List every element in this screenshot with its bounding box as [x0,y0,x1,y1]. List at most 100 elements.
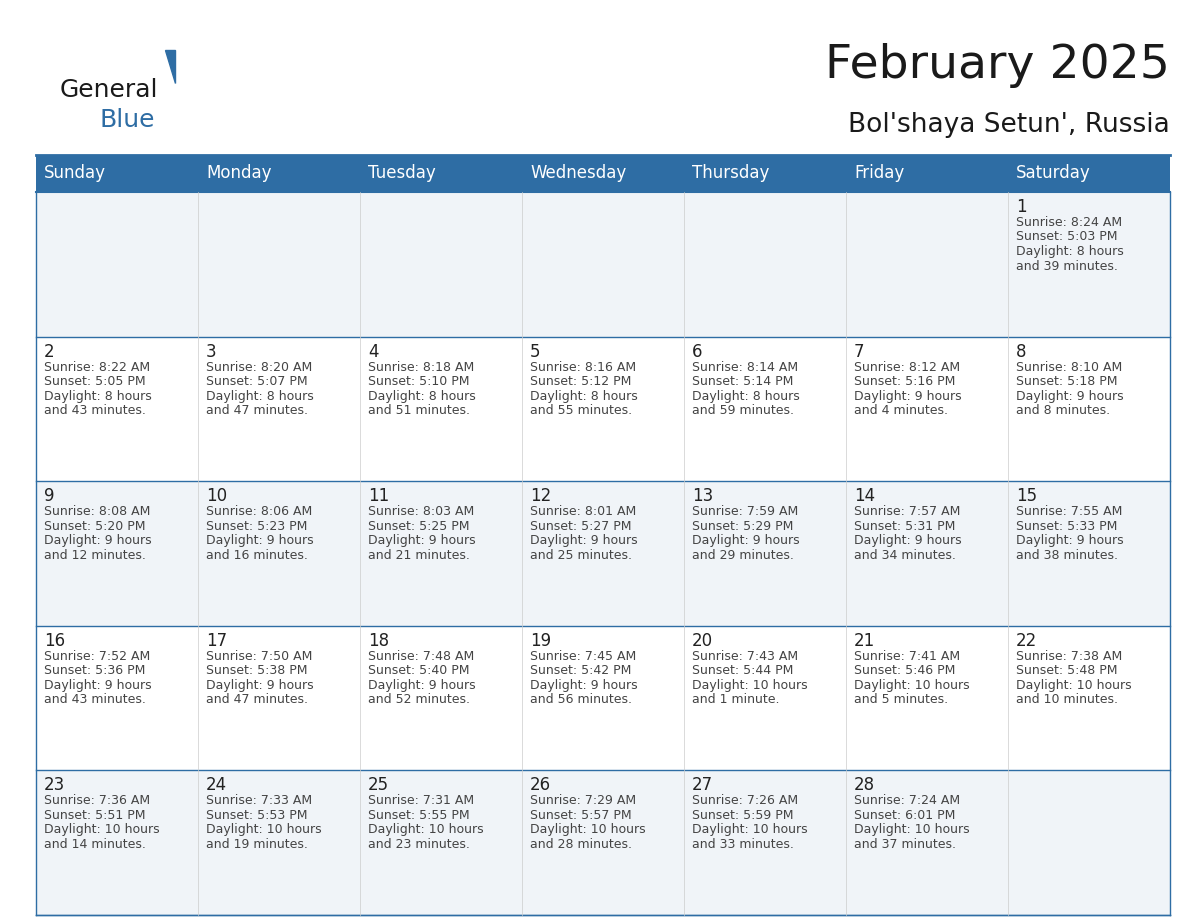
Text: Daylight: 9 hours: Daylight: 9 hours [530,678,638,692]
Text: Sunset: 5:03 PM: Sunset: 5:03 PM [1016,230,1118,243]
Text: Sunset: 5:12 PM: Sunset: 5:12 PM [530,375,631,388]
Text: Sunrise: 8:08 AM: Sunrise: 8:08 AM [44,505,151,518]
Text: Daylight: 9 hours: Daylight: 9 hours [368,534,475,547]
Text: and 51 minutes.: and 51 minutes. [368,404,470,417]
Text: Daylight: 9 hours: Daylight: 9 hours [854,534,961,547]
Text: Sunrise: 7:36 AM: Sunrise: 7:36 AM [44,794,150,808]
Bar [36,770,1170,915]
Text: Sunrise: 8:01 AM: Sunrise: 8:01 AM [530,505,637,518]
Text: Sunset: 5:40 PM: Sunset: 5:40 PM [368,665,469,677]
Bar [36,337,1170,481]
Text: 17: 17 [206,632,227,650]
Text: Sunset: 5:05 PM: Sunset: 5:05 PM [44,375,146,388]
Text: 27: 27 [691,777,713,794]
Text: Sunrise: 7:29 AM: Sunrise: 7:29 AM [530,794,636,808]
Text: Sunset: 5:46 PM: Sunset: 5:46 PM [854,665,955,677]
Text: Sunrise: 8:06 AM: Sunrise: 8:06 AM [206,505,312,518]
Text: Sunrise: 8:22 AM: Sunrise: 8:22 AM [44,361,150,374]
Bar [36,626,1170,770]
Text: Sunrise: 7:31 AM: Sunrise: 7:31 AM [368,794,474,808]
Text: Thursday: Thursday [691,164,770,183]
Text: and 37 minutes.: and 37 minutes. [854,838,956,851]
Text: and 16 minutes.: and 16 minutes. [206,549,308,562]
Text: Sunrise: 7:26 AM: Sunrise: 7:26 AM [691,794,798,808]
Text: Sunset: 5:25 PM: Sunset: 5:25 PM [368,520,469,532]
Text: Sunrise: 7:59 AM: Sunrise: 7:59 AM [691,505,798,518]
Text: Sunset: 5:57 PM: Sunset: 5:57 PM [530,809,632,822]
Text: Daylight: 10 hours: Daylight: 10 hours [368,823,484,836]
Text: and 55 minutes.: and 55 minutes. [530,404,632,417]
Text: Sunday: Sunday [44,164,106,183]
Text: Sunrise: 7:41 AM: Sunrise: 7:41 AM [854,650,960,663]
Text: Sunrise: 8:03 AM: Sunrise: 8:03 AM [368,505,474,518]
Text: 24: 24 [206,777,227,794]
Text: Sunset: 5:53 PM: Sunset: 5:53 PM [206,809,308,822]
Text: Daylight: 9 hours: Daylight: 9 hours [1016,534,1124,547]
Text: Wednesday: Wednesday [530,164,626,183]
Text: Daylight: 10 hours: Daylight: 10 hours [691,678,808,692]
Text: and 4 minutes.: and 4 minutes. [854,404,948,417]
Polygon shape [165,50,175,83]
Text: 10: 10 [206,487,227,505]
Text: and 59 minutes.: and 59 minutes. [691,404,794,417]
Text: Sunrise: 8:10 AM: Sunrise: 8:10 AM [1016,361,1123,374]
Text: 13: 13 [691,487,713,505]
Bar [36,192,1170,337]
Text: Sunset: 5:07 PM: Sunset: 5:07 PM [206,375,308,388]
Text: and 10 minutes.: and 10 minutes. [1016,693,1118,706]
Text: 16: 16 [44,632,65,650]
Text: Sunrise: 7:48 AM: Sunrise: 7:48 AM [368,650,474,663]
Text: Sunset: 5:44 PM: Sunset: 5:44 PM [691,665,794,677]
Text: Sunrise: 7:55 AM: Sunrise: 7:55 AM [1016,505,1123,518]
Text: Sunrise: 8:12 AM: Sunrise: 8:12 AM [854,361,960,374]
Bar [36,155,1170,192]
Text: 26: 26 [530,777,551,794]
Text: Sunset: 5:18 PM: Sunset: 5:18 PM [1016,375,1118,388]
Text: Sunrise: 7:57 AM: Sunrise: 7:57 AM [854,505,960,518]
Text: and 33 minutes.: and 33 minutes. [691,838,794,851]
Text: 6: 6 [691,342,702,361]
Text: Daylight: 10 hours: Daylight: 10 hours [1016,678,1132,692]
Text: 1: 1 [1016,198,1026,216]
Text: and 19 minutes.: and 19 minutes. [206,838,308,851]
Text: Blue: Blue [100,108,156,132]
Text: 11: 11 [368,487,390,505]
Text: Daylight: 9 hours: Daylight: 9 hours [44,678,152,692]
Text: and 56 minutes.: and 56 minutes. [530,693,632,706]
Text: Daylight: 8 hours: Daylight: 8 hours [44,389,152,403]
Text: Sunset: 5:23 PM: Sunset: 5:23 PM [206,520,308,532]
Text: Sunset: 5:36 PM: Sunset: 5:36 PM [44,665,145,677]
Text: Daylight: 10 hours: Daylight: 10 hours [44,823,159,836]
Text: Sunrise: 8:14 AM: Sunrise: 8:14 AM [691,361,798,374]
Text: and 39 minutes.: and 39 minutes. [1016,260,1118,273]
Text: Daylight: 10 hours: Daylight: 10 hours [206,823,322,836]
Text: Sunrise: 8:24 AM: Sunrise: 8:24 AM [1016,216,1123,229]
Text: Sunset: 5:27 PM: Sunset: 5:27 PM [530,520,632,532]
Text: Sunrise: 7:33 AM: Sunrise: 7:33 AM [206,794,312,808]
Text: Daylight: 10 hours: Daylight: 10 hours [854,823,969,836]
Text: Sunset: 5:59 PM: Sunset: 5:59 PM [691,809,794,822]
Text: Sunrise: 7:52 AM: Sunrise: 7:52 AM [44,650,150,663]
Text: 4: 4 [368,342,379,361]
Text: Daylight: 8 hours: Daylight: 8 hours [530,389,638,403]
Text: and 47 minutes.: and 47 minutes. [206,693,308,706]
Text: and 47 minutes.: and 47 minutes. [206,404,308,417]
Text: Daylight: 10 hours: Daylight: 10 hours [854,678,969,692]
Text: Daylight: 9 hours: Daylight: 9 hours [691,534,800,547]
Text: Daylight: 9 hours: Daylight: 9 hours [368,678,475,692]
Text: 23: 23 [44,777,65,794]
Text: Sunset: 5:51 PM: Sunset: 5:51 PM [44,809,145,822]
Text: Sunset: 5:16 PM: Sunset: 5:16 PM [854,375,955,388]
Text: and 25 minutes.: and 25 minutes. [530,549,632,562]
Text: Daylight: 8 hours: Daylight: 8 hours [1016,245,1124,258]
Text: and 14 minutes.: and 14 minutes. [44,838,146,851]
Text: and 5 minutes.: and 5 minutes. [854,693,948,706]
Text: 8: 8 [1016,342,1026,361]
Text: 15: 15 [1016,487,1037,505]
Text: 14: 14 [854,487,876,505]
Text: Daylight: 10 hours: Daylight: 10 hours [691,823,808,836]
Text: 20: 20 [691,632,713,650]
Text: and 28 minutes.: and 28 minutes. [530,838,632,851]
Text: Saturday: Saturday [1016,164,1091,183]
Text: February 2025: February 2025 [826,42,1170,87]
